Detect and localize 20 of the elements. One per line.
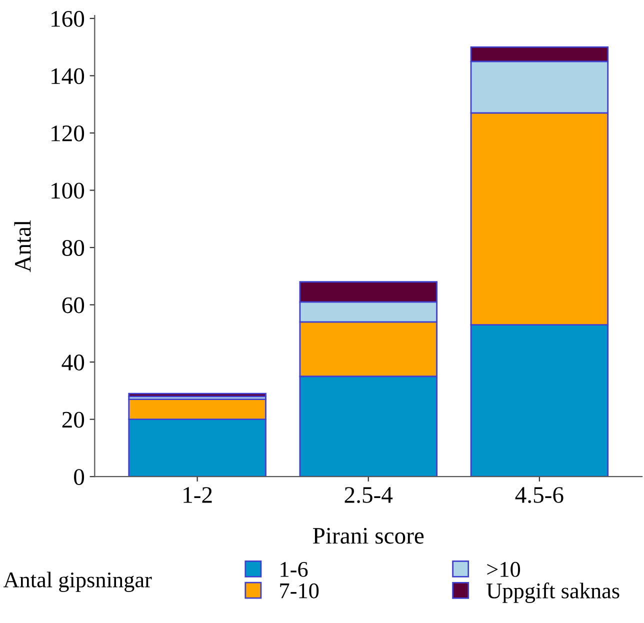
legend-label: >10: [487, 562, 520, 577]
y-tick-label: 0: [74, 469, 84, 486]
legend-label: 1-6: [280, 562, 308, 577]
legend-label: Uppgift saknas: [486, 582, 620, 603]
legend-title: Antal gipsningar: [3, 572, 152, 592]
x-tick-label: 2.5-4: [344, 487, 393, 504]
y-tick-label: 100: [52, 182, 84, 199]
y-tick-label: 60: [62, 297, 84, 314]
y-tick-label: 160: [52, 10, 84, 27]
y-axis-title: Antal: [14, 220, 31, 272]
y-tick-label: 140: [52, 68, 84, 84]
x-tick-label: 1-2: [184, 487, 212, 503]
x-axis-title: Pirani score: [312, 528, 424, 544]
y-tick-label: 40: [62, 354, 84, 370]
x-tick-label: 4.5-6: [515, 487, 564, 504]
y-tick-label: 80: [62, 240, 84, 256]
legend-label: 7-10: [280, 583, 319, 598]
y-tick-label: 20: [62, 412, 84, 428]
bar: [128, 392, 266, 398]
y-tick-label: 120: [52, 125, 84, 142]
